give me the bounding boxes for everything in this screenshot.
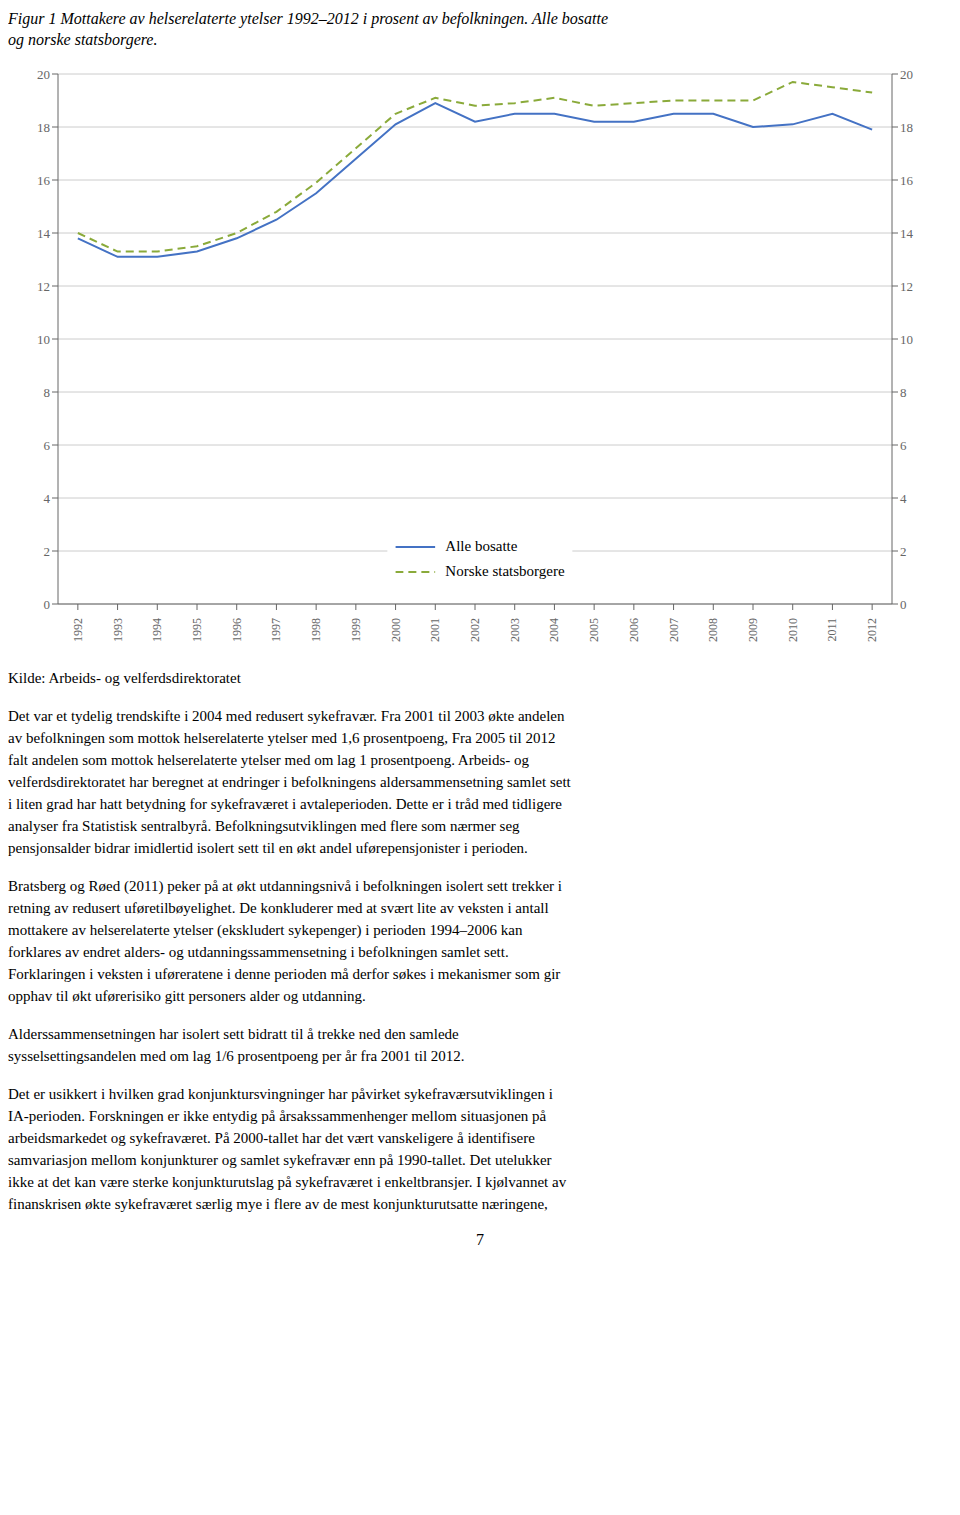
svg-text:1994: 1994	[150, 618, 164, 642]
svg-text:8: 8	[44, 385, 51, 400]
svg-text:2005: 2005	[587, 618, 601, 642]
html-text:Bratsberg og Røed (2011) peker: Bratsberg og Røed (2011) peker på at økt…	[8, 878, 562, 1004]
svg-text:2011: 2011	[825, 618, 839, 642]
svg-text:14: 14	[37, 226, 51, 241]
html-text:Alderssammensetningen har isol: Alderssammensetningen har isolert sett b…	[8, 1026, 465, 1064]
svg-text:1996: 1996	[230, 618, 244, 642]
svg-text:20: 20	[37, 67, 50, 82]
svg-text:2007: 2007	[667, 618, 681, 642]
html-text:7: 7	[476, 1231, 484, 1248]
html-text:Norske statsborgere: Norske statsborgere	[445, 563, 565, 579]
svg-text:6: 6	[900, 438, 907, 453]
svg-text:12: 12	[37, 279, 50, 294]
svg-text:1992: 1992	[71, 618, 85, 642]
svg-text:18: 18	[900, 120, 913, 135]
svg-text:1998: 1998	[309, 618, 323, 642]
svg-text:10: 10	[900, 332, 913, 347]
svg-text:2008: 2008	[706, 618, 720, 642]
html-text:Alle bosatte: Alle bosatte	[445, 538, 518, 554]
svg-text:2004: 2004	[547, 618, 561, 642]
svg-text:14: 14	[900, 226, 914, 241]
html-text:Det var et tydelig trendskifte: Det var et tydelig trendskifte i 2004 me…	[8, 708, 571, 856]
svg-text:1995: 1995	[190, 618, 204, 642]
svg-text:4: 4	[44, 491, 51, 506]
svg-text:20: 20	[900, 67, 913, 82]
svg-text:2: 2	[900, 544, 907, 559]
svg-text:2006: 2006	[627, 618, 641, 642]
svg-text:2012: 2012	[865, 618, 879, 642]
svg-text:2001: 2001	[428, 618, 442, 642]
svg-text:2009: 2009	[746, 618, 760, 642]
svg-text:16: 16	[37, 173, 51, 188]
svg-text:8: 8	[900, 385, 907, 400]
svg-text:2003: 2003	[508, 618, 522, 642]
svg-text:2000: 2000	[389, 618, 403, 642]
svg-text:1999: 1999	[349, 618, 363, 642]
html-text:Det er usikkert i hvilken grad: Det er usikkert i hvilken grad konjunktu…	[8, 1086, 567, 1212]
svg-text:4: 4	[900, 491, 907, 506]
svg-text:1993: 1993	[111, 618, 125, 642]
svg-text:0: 0	[900, 597, 907, 612]
svg-text:0: 0	[44, 597, 51, 612]
svg-text:16: 16	[900, 173, 914, 188]
svg-text:6: 6	[44, 438, 51, 453]
svg-text:10: 10	[37, 332, 50, 347]
svg-text:2010: 2010	[786, 618, 800, 642]
svg-text:12: 12	[900, 279, 913, 294]
svg-text:1997: 1997	[269, 618, 283, 642]
svg-text:2: 2	[44, 544, 51, 559]
svg-text:2002: 2002	[468, 618, 482, 642]
html-text:Kilde: Arbeids- og velferdsdir: Kilde: Arbeids- og velferdsdirektoratet	[8, 670, 241, 686]
svg-text:18: 18	[37, 120, 50, 135]
html-text:Figur 1 Mottakere av helserela: Figur 1 Mottakere av helserelaterte ytel…	[8, 10, 608, 48]
